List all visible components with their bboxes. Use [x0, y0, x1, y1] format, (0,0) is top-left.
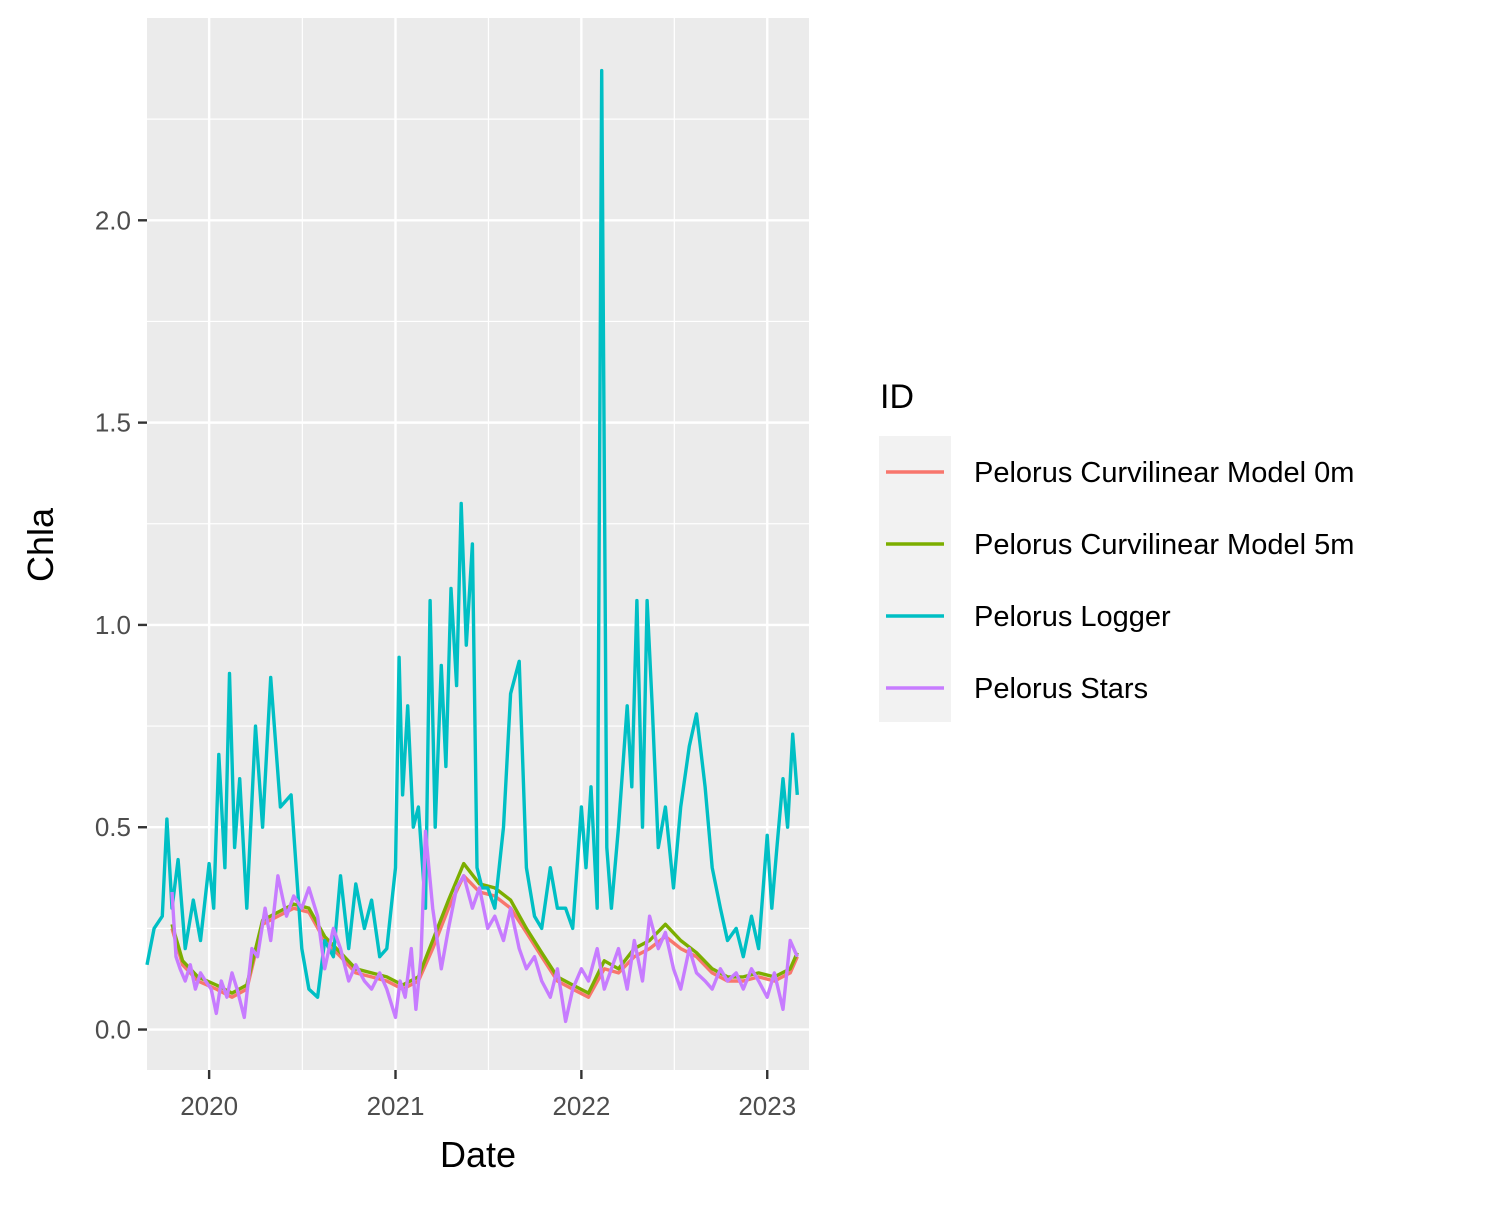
y-tick-labels: 0.0 0.5 1.0 1.5 2.0 — [95, 205, 131, 1044]
x-tick-label: 2021 — [367, 1091, 425, 1121]
y-axis-title: Chla — [20, 507, 61, 582]
x-tick-label: 2022 — [552, 1091, 610, 1121]
y-tick-label: 2.0 — [95, 205, 131, 235]
legend-key-background — [879, 436, 951, 722]
legend-items: Pelorus Curvilinear Model 0m Pelorus Curv… — [886, 457, 1354, 705]
plot-panel — [147, 18, 809, 1070]
legend-label-pelorus-curvilinear-model-0m: Pelorus Curvilinear Model 0m — [974, 457, 1354, 489]
legend-label-pelorus-stars: Pelorus Stars — [974, 673, 1148, 705]
series-line-pelorus-stars — [170, 829, 799, 1024]
legend-label-pelorus-curvilinear-model-5m: Pelorus Curvilinear Model 5m — [974, 529, 1354, 561]
legend-label-pelorus-logger: Pelorus Logger — [974, 601, 1171, 633]
x-tick-label: 2023 — [738, 1091, 796, 1121]
x-tick-labels: 2020 2021 2022 2023 — [180, 1091, 796, 1121]
x-tick-label: 2020 — [180, 1091, 238, 1121]
minor-gridlines — [147, 18, 809, 1070]
y-tick-label: 0.0 — [95, 1015, 131, 1045]
y-tick-label: 1.0 — [95, 610, 131, 640]
y-tick-label: 0.5 — [95, 812, 131, 842]
series-line-pelorus-curvilinear-model-0m — [170, 874, 799, 999]
y-tick-label: 1.5 — [95, 408, 131, 438]
series-lines — [145, 68, 799, 1024]
series-line-pelorus-logger — [145, 68, 799, 999]
major-gridlines — [147, 18, 809, 1070]
legend-title: ID — [880, 378, 914, 416]
x-axis-title: Date — [440, 1134, 516, 1175]
axis-ticks — [138, 219, 769, 1079]
